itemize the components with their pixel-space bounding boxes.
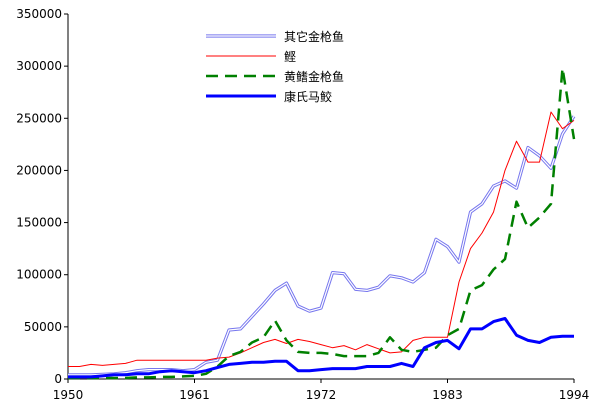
series-layer [68,66,576,380]
y-tick-label: 200000 [16,163,62,177]
legend-item: 康氏马鲛 [206,89,332,104]
series-path [68,66,576,380]
legend-item: 黄鳍金枪鱼 [206,69,344,84]
x-tick-label: 1994 [559,388,590,402]
x-tick-label: 1972 [306,388,337,402]
series-path [68,111,575,367]
y-tick-label: 300000 [16,59,62,73]
legend-label: 鲣 [284,50,296,64]
axes: 0 50000 100000 150000 200000 250000 300000 3500… [16,7,589,402]
y-tick-label: 0 [54,372,62,386]
x-tick-label: 1983 [432,388,463,402]
legend-label: 康氏马鲛 [284,89,332,104]
legend-label: 黄鳍金枪鱼 [284,69,344,84]
series-path [68,115,576,377]
x-tick-label: 1950 [53,388,84,402]
series-line-2 [68,66,576,380]
legend-item: 其它金枪鱼 [206,29,344,44]
series-line-1 [68,111,575,367]
legend-label: 其它金枪鱼 [284,29,344,44]
series-path [68,317,574,379]
y-tick-label: 50000 [24,320,62,334]
x-tick-label: 1961 [179,388,210,402]
y-tick-label: 150000 [16,216,62,230]
legend-item: 鲣 [206,50,296,64]
series-line-3 [68,317,574,379]
y-tick-label: 100000 [16,268,62,282]
series-path [68,115,575,376]
y-tick-label: 350000 [16,7,62,21]
series-line-0 [68,115,576,377]
y-tick-label: 250000 [16,111,62,125]
